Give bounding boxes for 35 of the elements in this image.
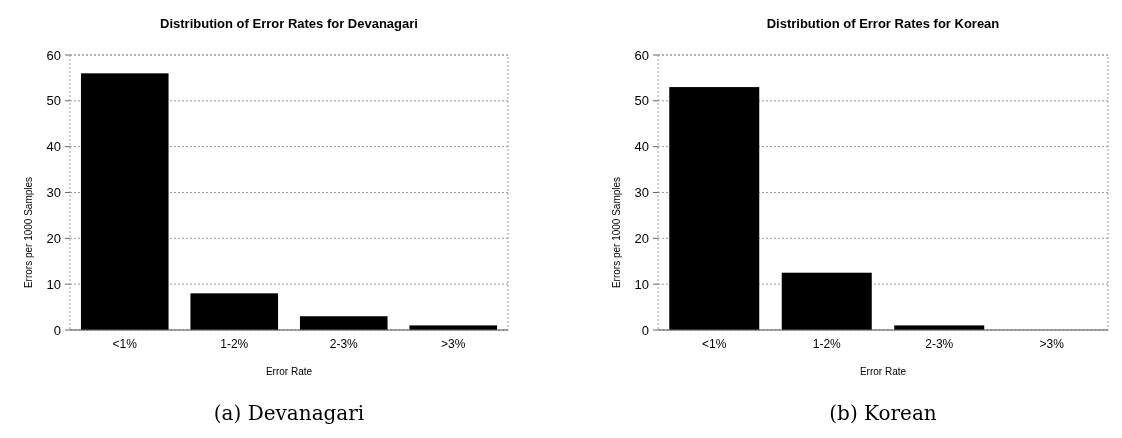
y-tick-label: 30 <box>46 185 61 201</box>
chart-title: Distribution of Error Rates for Devanagari <box>160 16 418 31</box>
bar <box>190 293 279 330</box>
y-axis-title: Errors per 1000 Samples <box>611 176 622 289</box>
bar <box>669 87 760 330</box>
y-tick-label: 30 <box>634 185 649 201</box>
y-tick-label: 40 <box>46 139 61 155</box>
x-tick-label: 1-2% <box>220 337 249 351</box>
y-tick-label: 50 <box>634 93 649 109</box>
bar <box>781 272 872 330</box>
y-tick-label: 0 <box>53 322 61 338</box>
x-tick-label: <1% <box>112 337 138 351</box>
x-axis-title: Error Rate <box>859 366 907 377</box>
y-tick-label: 0 <box>641 322 649 338</box>
y-tick-label: 40 <box>634 139 649 155</box>
x-tick-label: 2-3% <box>329 337 359 351</box>
x-axis-title: Error Rate <box>265 366 313 377</box>
x-tick-label: 1-2% <box>812 337 842 351</box>
y-tick-label: 10 <box>46 276 61 292</box>
y-tick-label: 60 <box>634 47 649 63</box>
y-tick-label: 10 <box>634 276 649 292</box>
text: (b) Korean <box>829 401 937 425</box>
y-tick-label: 20 <box>634 230 649 246</box>
x-tick-label: 2-3% <box>925 337 954 351</box>
text: (a) Devanagari <box>213 401 365 425</box>
y-tick-label: 50 <box>46 93 61 109</box>
x-tick-label: <1% <box>702 337 727 351</box>
bar <box>80 73 169 330</box>
y-tick-label: 60 <box>46 47 61 63</box>
x-tick-label: >3% <box>1039 337 1065 351</box>
y-axis-title: Errors per 1000 Samples <box>23 176 34 289</box>
x-tick-label: >3% <box>441 337 466 351</box>
chart-title: Distribution of Error Rates for Korean <box>766 16 1000 31</box>
y-tick-label: 20 <box>46 230 61 246</box>
bar <box>299 316 388 330</box>
